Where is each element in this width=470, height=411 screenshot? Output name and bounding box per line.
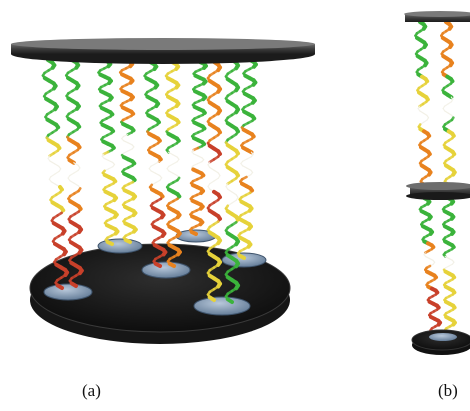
helix-a-6 xyxy=(164,60,182,268)
helix-stack xyxy=(414,20,457,336)
anchor-pads xyxy=(43,229,267,316)
helix-b-2 xyxy=(440,20,457,188)
helix-a-3 xyxy=(97,58,120,246)
helix-b-3 xyxy=(418,196,442,336)
anchor-pad-4 xyxy=(193,296,251,316)
anchor-pad-3 xyxy=(141,261,191,279)
top-plate xyxy=(11,38,315,64)
top-plate-b xyxy=(404,11,470,22)
helix-a-1 xyxy=(41,58,70,290)
bottom-plate-b xyxy=(411,329,470,355)
helix-a-4 xyxy=(118,58,138,244)
helix-b-4 xyxy=(441,196,457,336)
helix-a-7 xyxy=(188,60,208,236)
middle-plate-b xyxy=(406,182,470,200)
helix-a-2 xyxy=(64,58,84,288)
anchor-pad-1 xyxy=(43,283,93,301)
helix-b-1 xyxy=(414,20,433,188)
helix-a-5 xyxy=(143,60,168,268)
panel-b-caption: (b) xyxy=(438,381,458,400)
helix-a-10 xyxy=(236,58,258,260)
anchor-pad-2 xyxy=(97,238,143,254)
panel-a-caption: (a) xyxy=(82,381,101,400)
panel-a-diagram xyxy=(11,38,315,344)
panel-b-diagram xyxy=(404,11,470,355)
helix-a-9 xyxy=(224,58,240,304)
